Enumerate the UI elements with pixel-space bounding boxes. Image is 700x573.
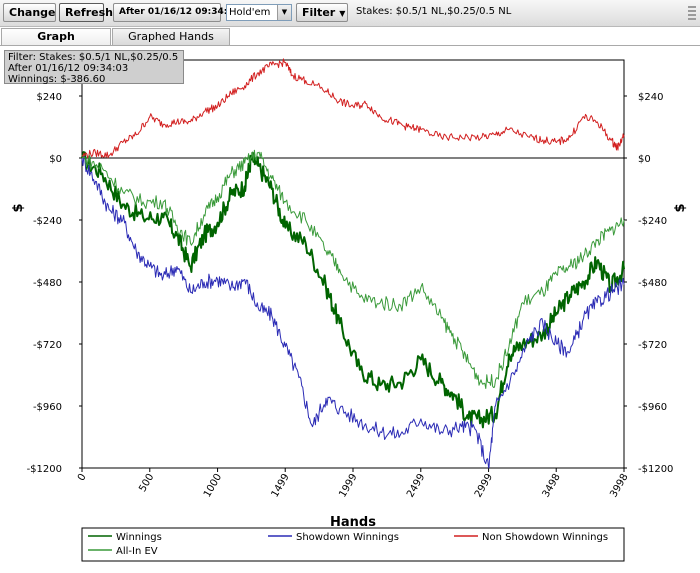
y-tick-label-right: $240 — [638, 92, 663, 103]
x-tick-label: 500 — [137, 472, 156, 494]
info-filter-line: Filter: Stakes: $0.5/1 NL,$0.25/0.5 NL — [8, 52, 180, 63]
toolbar: Change▼ Refresh After 01/16/12 09:34:03 … — [0, 0, 700, 27]
y-tick-label-right: -$1200 — [638, 464, 673, 475]
tab-graphed-hands-label: Graphed Hands — [128, 30, 214, 43]
x-tick-label: 1499 — [270, 472, 292, 500]
winnings-graph: $240 $240 $0 $0 -$240 -$240 -$480 -$480 -$720 -$7… — [11, 58, 688, 562]
y-tick-label-right: -$960 — [638, 402, 667, 413]
y-tick-label-left: -$1200 — [27, 464, 62, 475]
chart-legend: Winnings Showdown Winnings Non Showdown Wi… — [81, 527, 625, 562]
series-line-winnings — [81, 151, 625, 429]
y-axis-title-right: $ — [673, 203, 688, 212]
grip-icon[interactable] — [688, 6, 696, 20]
info-winnings-line: Winnings: $-386.60 — [8, 74, 106, 85]
refresh-button-label: Refresh — [65, 6, 113, 19]
game-type-select[interactable]: Hold'em ▼ — [226, 4, 292, 21]
y-tick-label-left: -$960 — [33, 402, 62, 413]
date-filter-button[interactable]: After 01/16/12 09:34:03 — [113, 3, 240, 22]
tab-bar: Graph Graphed Hands — [0, 28, 700, 46]
series-line-all-in-ev — [81, 149, 625, 389]
y-tick-label-right: -$480 — [638, 278, 667, 289]
y-tick-label-left: $240 — [37, 92, 62, 103]
legend-label: Non Showdown Winnings — [482, 532, 608, 543]
series-line-non-showdown-winnings — [81, 58, 625, 159]
y-tick-label-left: -$720 — [33, 340, 62, 351]
y-tick-label-left: -$240 — [33, 216, 62, 227]
tab-graph-label: Graph — [37, 30, 75, 43]
info-date-line: After 01/16/12 09:34:03 — [8, 63, 129, 74]
x-tick-label: 1000 — [202, 472, 224, 500]
y-tick-label-right: -$720 — [638, 340, 667, 351]
series-line-showdown-winnings — [81, 155, 625, 469]
legend-frame — [81, 527, 625, 562]
filter-info-box: Filter: Stakes: $0.5/1 NL,$0.25/0.5 NL A… — [4, 50, 184, 85]
legend-label: Winnings — [116, 532, 162, 543]
x-tick-label: 2999 — [473, 472, 495, 500]
refresh-button[interactable]: Refresh — [59, 3, 113, 22]
legend-label: Showdown Winnings — [296, 532, 399, 543]
y-tick-label-left: -$480 — [33, 278, 62, 289]
legend-label: All-In EV — [116, 546, 158, 557]
y-tick-label-left: $0 — [49, 154, 62, 165]
tab-graph[interactable]: Graph — [1, 28, 111, 45]
x-tick-label: 3998 — [608, 472, 630, 500]
tab-divider — [0, 45, 700, 46]
tab-graphed-hands[interactable]: Graphed Hands — [112, 28, 230, 45]
change-button-label: Change — [9, 6, 56, 19]
y-axis-title-left: $ — [11, 203, 26, 212]
chart-plot-area — [81, 58, 625, 469]
game-type-value: Hold'em — [229, 7, 271, 18]
date-filter-label: After 01/16/12 09:34:03 — [119, 7, 240, 17]
x-tick-label: 2499 — [405, 472, 427, 500]
x-axis-title: Hands — [330, 515, 376, 530]
change-button[interactable]: Change▼ — [3, 3, 66, 22]
chart-axes: $240 $240 $0 $0 -$240 -$240 -$480 -$480 -$720 -$7… — [11, 59, 688, 530]
chevron-down-icon: ▼ — [339, 9, 346, 18]
x-tick-label: 3498 — [541, 472, 563, 500]
x-tick-label: 0 — [76, 472, 89, 483]
plot-frame — [81, 59, 625, 469]
chevron-down-icon[interactable]: ▼ — [277, 5, 291, 20]
filter-button[interactable]: Filter ▼ — [296, 3, 348, 22]
stakes-text: Stakes: $0.5/1 NL,$0.25/0.5 NL — [356, 6, 512, 17]
x-tick-label: 1999 — [337, 472, 359, 500]
y-tick-label-right: $0 — [638, 154, 651, 165]
filter-button-label: Filter — [302, 6, 336, 19]
y-tick-label-right: -$240 — [638, 216, 667, 227]
